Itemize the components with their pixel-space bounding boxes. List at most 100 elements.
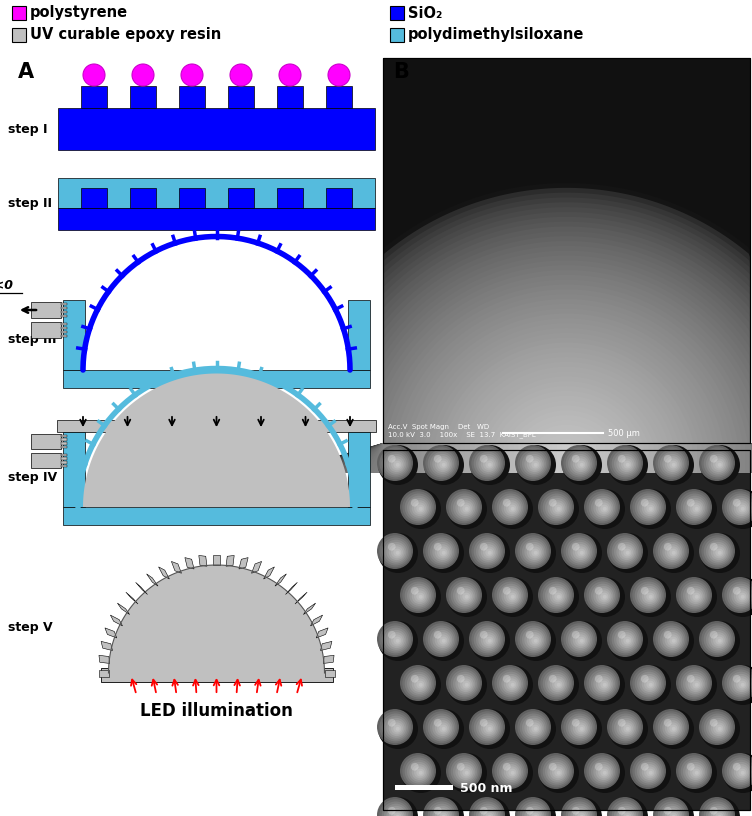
Circle shape	[460, 590, 472, 602]
Circle shape	[704, 538, 732, 565]
Circle shape	[663, 718, 682, 738]
Circle shape	[713, 722, 725, 734]
Circle shape	[474, 538, 502, 565]
Bar	[348, 300, 370, 370]
Circle shape	[524, 806, 544, 816]
Polygon shape	[303, 603, 316, 614]
Circle shape	[539, 753, 579, 793]
Circle shape	[522, 452, 546, 476]
Circle shape	[439, 548, 447, 557]
Circle shape	[532, 725, 539, 733]
Circle shape	[391, 722, 403, 734]
Circle shape	[499, 760, 523, 783]
Circle shape	[623, 548, 632, 557]
Circle shape	[426, 623, 457, 655]
Circle shape	[396, 463, 399, 467]
Circle shape	[617, 807, 626, 814]
Circle shape	[508, 504, 517, 512]
Circle shape	[526, 632, 543, 648]
Polygon shape	[111, 615, 123, 626]
Circle shape	[687, 588, 704, 604]
Circle shape	[726, 669, 752, 698]
Circle shape	[677, 577, 717, 617]
Bar	[326, 188, 352, 208]
Bar	[383, 450, 750, 810]
Circle shape	[379, 712, 411, 743]
Circle shape	[419, 683, 423, 687]
Circle shape	[481, 544, 496, 560]
Text: B: B	[393, 62, 409, 82]
Circle shape	[667, 810, 679, 816]
Circle shape	[617, 454, 636, 474]
Circle shape	[455, 762, 475, 782]
Circle shape	[602, 683, 607, 687]
Circle shape	[453, 583, 477, 608]
Circle shape	[732, 499, 741, 507]
Circle shape	[641, 764, 658, 780]
Bar	[61, 322, 67, 326]
Circle shape	[687, 676, 704, 692]
Circle shape	[617, 806, 636, 816]
Circle shape	[401, 753, 441, 793]
Polygon shape	[320, 641, 332, 650]
Circle shape	[617, 543, 626, 551]
Circle shape	[405, 494, 432, 521]
Polygon shape	[412, 318, 721, 473]
Circle shape	[591, 672, 615, 696]
Circle shape	[426, 799, 457, 816]
Circle shape	[411, 676, 428, 692]
Circle shape	[480, 455, 487, 463]
Bar	[228, 188, 254, 208]
Circle shape	[494, 491, 526, 523]
Bar	[101, 668, 332, 682]
Bar	[63, 432, 85, 507]
Circle shape	[538, 665, 574, 701]
Circle shape	[722, 489, 752, 525]
Text: polystyrene: polystyrene	[30, 6, 128, 20]
Circle shape	[407, 583, 431, 608]
Circle shape	[405, 669, 432, 698]
Bar	[63, 300, 85, 370]
Circle shape	[388, 719, 396, 727]
Bar	[61, 307, 67, 309]
Circle shape	[717, 639, 722, 643]
Circle shape	[434, 631, 441, 639]
Bar	[130, 86, 156, 108]
Polygon shape	[171, 561, 181, 574]
Polygon shape	[335, 241, 752, 473]
Circle shape	[424, 533, 464, 573]
Polygon shape	[494, 401, 639, 473]
Circle shape	[711, 544, 726, 560]
Circle shape	[700, 709, 740, 749]
Circle shape	[524, 542, 544, 562]
Circle shape	[711, 632, 726, 648]
Circle shape	[494, 667, 526, 699]
Polygon shape	[305, 212, 752, 473]
Text: 500 μm: 500 μm	[608, 428, 640, 437]
Circle shape	[387, 454, 406, 474]
Circle shape	[693, 592, 700, 601]
Circle shape	[644, 590, 656, 602]
Polygon shape	[277, 183, 752, 473]
Circle shape	[685, 674, 705, 694]
Circle shape	[706, 804, 730, 816]
Circle shape	[393, 548, 402, 557]
Circle shape	[702, 799, 733, 816]
Circle shape	[732, 675, 741, 683]
Circle shape	[417, 681, 424, 689]
Circle shape	[676, 577, 712, 613]
Circle shape	[591, 495, 615, 520]
Circle shape	[389, 720, 405, 736]
Circle shape	[499, 672, 523, 696]
Circle shape	[132, 64, 154, 86]
Circle shape	[632, 579, 664, 611]
Circle shape	[401, 577, 441, 617]
Bar	[31, 322, 61, 338]
Circle shape	[614, 452, 638, 476]
Polygon shape	[532, 439, 600, 473]
Circle shape	[377, 709, 413, 745]
Circle shape	[388, 543, 396, 551]
Circle shape	[465, 683, 468, 687]
Circle shape	[393, 813, 402, 816]
Circle shape	[602, 595, 607, 599]
